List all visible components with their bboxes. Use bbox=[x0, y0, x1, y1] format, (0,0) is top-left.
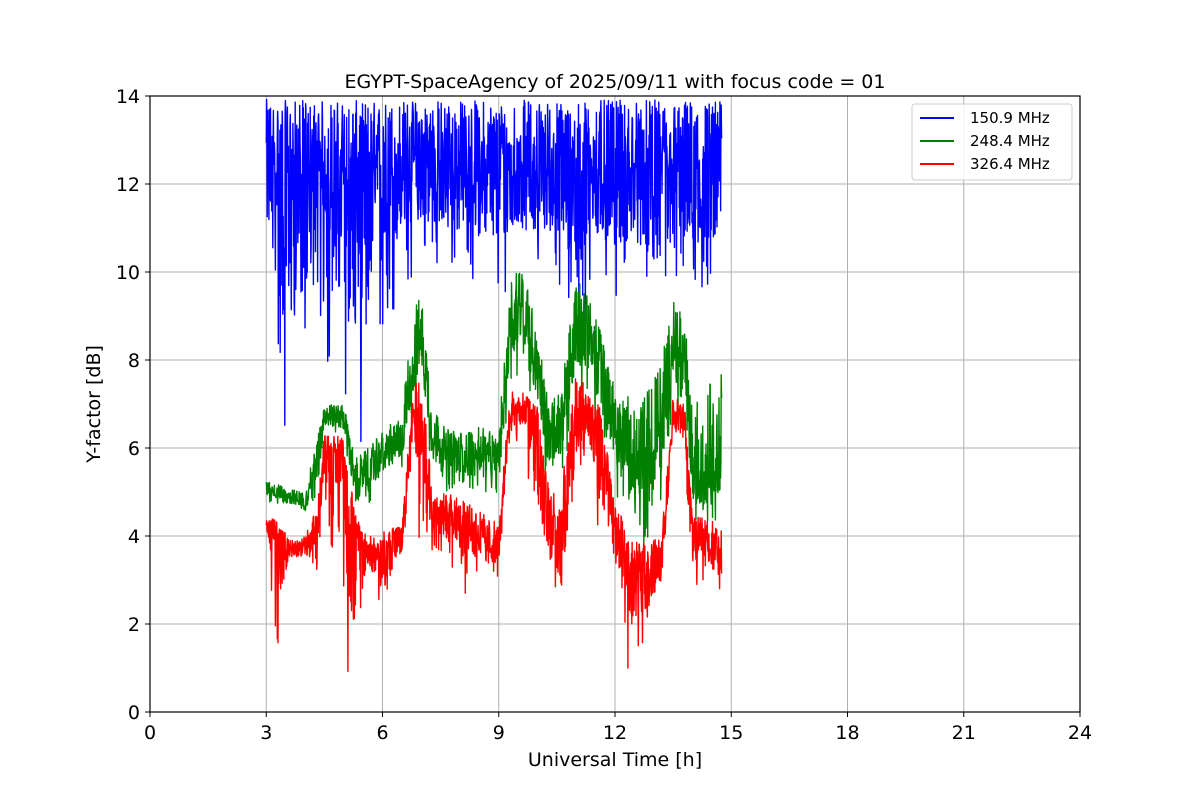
y-tick-label: 12 bbox=[116, 174, 140, 196]
chart-title: EGYPT-SpaceAgency of 2025/09/11 with foc… bbox=[345, 71, 886, 93]
y-tick-label: 6 bbox=[128, 438, 140, 460]
x-tick-label: 12 bbox=[603, 722, 627, 744]
y-tick-label: 8 bbox=[128, 350, 140, 372]
x-tick-label: 9 bbox=[493, 722, 505, 744]
legend-label: 150.9 MHz bbox=[970, 109, 1050, 127]
x-tick-label: 0 bbox=[144, 722, 156, 744]
x-tick-label: 15 bbox=[719, 722, 743, 744]
y-tick-label: 14 bbox=[116, 86, 140, 108]
series-line bbox=[265, 272, 723, 545]
legend: 150.9 MHz 248.4 MHz 326.4 MHz bbox=[911, 103, 1073, 181]
x-axis-label: Universal Time [h] bbox=[528, 749, 702, 771]
legend-label: 248.4 MHz bbox=[970, 132, 1050, 150]
y-tick-label: 10 bbox=[116, 262, 140, 284]
x-tick-label: 6 bbox=[376, 722, 388, 744]
series-248-4-mhz bbox=[265, 272, 723, 545]
series-line bbox=[265, 378, 723, 673]
x-tick-label: 21 bbox=[952, 722, 976, 744]
series-150-9-mhz bbox=[265, 98, 723, 443]
y-tick-label: 0 bbox=[128, 702, 140, 724]
y-tick-label: 2 bbox=[128, 614, 140, 636]
x-tick-label: 18 bbox=[835, 722, 859, 744]
series-layer bbox=[265, 98, 723, 673]
y-axis-label: Y-factor [dB] bbox=[83, 345, 105, 464]
x-tick-label: 24 bbox=[1068, 722, 1092, 744]
series-line bbox=[265, 98, 723, 443]
legend-box bbox=[911, 103, 1073, 181]
series-326-4-mhz bbox=[265, 378, 723, 673]
legend-label: 326.4 MHz bbox=[970, 155, 1050, 173]
y-tick-label: 4 bbox=[128, 526, 140, 548]
x-tick-label: 3 bbox=[260, 722, 272, 744]
